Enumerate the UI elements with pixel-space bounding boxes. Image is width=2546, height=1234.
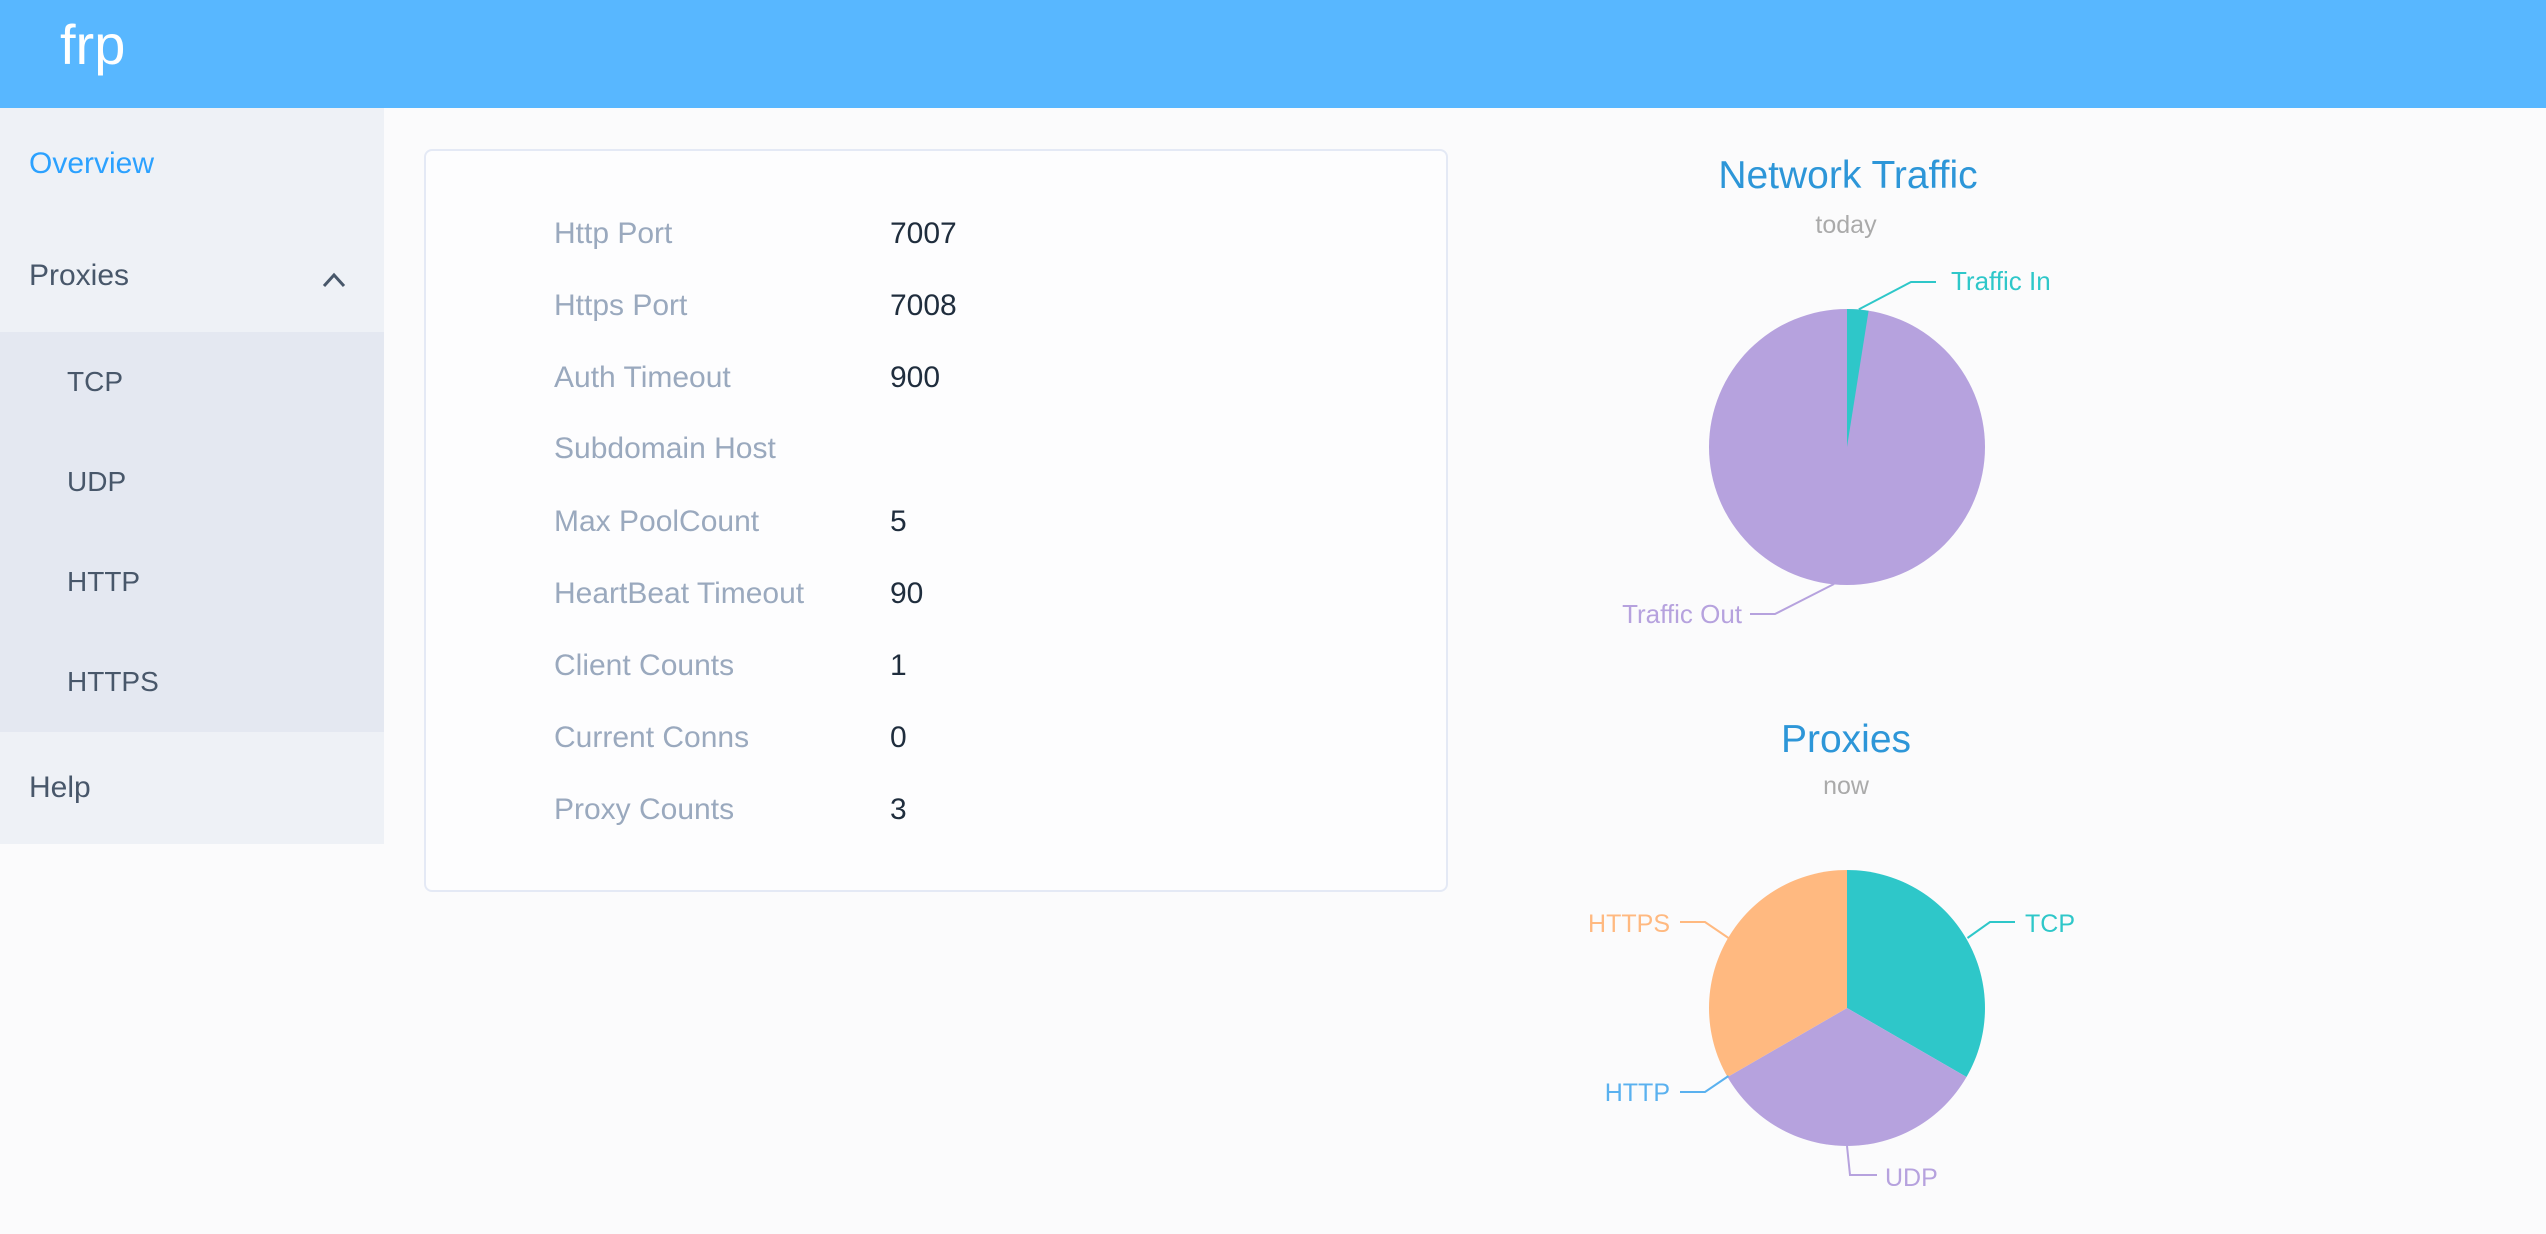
svg-text:TCP: TCP: [2025, 910, 2075, 938]
svg-text:now: now: [1823, 772, 1870, 800]
svg-text:HTTP: HTTP: [1605, 1079, 1670, 1107]
svg-text:Traffic Out: Traffic Out: [1622, 599, 1743, 629]
svg-text:UDP: UDP: [1885, 1164, 1938, 1192]
svg-text:Proxies: Proxies: [1781, 718, 1911, 761]
svg-text:HTTPS: HTTPS: [1588, 910, 1670, 938]
svg-text:today: today: [1815, 211, 1877, 239]
svg-text:Network Traffic: Network Traffic: [1718, 154, 1977, 197]
svg-text:Traffic In: Traffic In: [1951, 266, 2051, 296]
